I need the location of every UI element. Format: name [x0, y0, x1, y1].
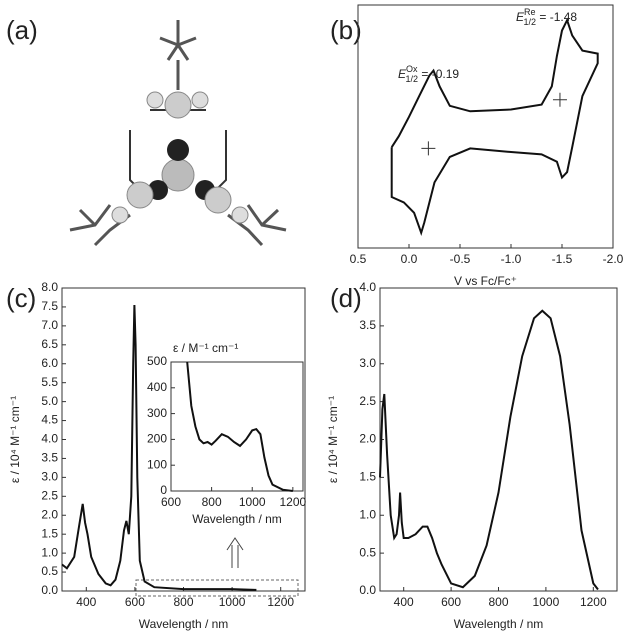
x-axis-label: Wavelength / nm: [454, 617, 544, 631]
x-tick-label: 1200: [279, 495, 306, 509]
y-tick-label: 7.0: [41, 318, 58, 332]
plot-frame: [170, 361, 304, 492]
x-axis-label: Wavelength / nm: [192, 512, 282, 526]
annotation-value: = -0.19: [418, 67, 459, 81]
half-wave-marker: [552, 92, 567, 107]
y-tick-label: 8.0: [41, 280, 58, 294]
y-tick-label: 300: [147, 406, 167, 420]
y-axis-label: ε / M⁻¹ cm⁻¹: [173, 341, 238, 355]
y-tick-label: 100: [147, 457, 167, 471]
data-line: [379, 309, 599, 591]
x-tick-label: 0.5: [350, 252, 367, 266]
x-tick-label: -2.0: [603, 252, 623, 266]
y-tick-label: 0.0: [359, 583, 376, 597]
plot-frame: [357, 4, 614, 249]
y-tick-label: 4.5: [41, 413, 58, 427]
x-tick-label: 1000: [533, 595, 560, 609]
y-tick-label: 6.0: [41, 356, 58, 370]
y-tick-label: 1.5: [359, 470, 376, 484]
half-wave-marker: [421, 141, 436, 156]
x-tick-label: 600: [161, 495, 181, 509]
y-tick-label: 0.5: [359, 545, 376, 559]
data-line: [186, 361, 293, 492]
x-tick-label: 1200: [267, 595, 294, 609]
y-tick-label: 3.0: [359, 356, 376, 370]
y-tick-label: 2.5: [41, 488, 58, 502]
y-tick-label: 5.5: [41, 375, 58, 389]
y-tick-label: 1.5: [41, 526, 58, 540]
panel-label: (c): [6, 283, 36, 313]
y-tick-label: 200: [147, 432, 167, 446]
plot-frame: [379, 287, 618, 592]
y-tick-label: 500: [147, 354, 167, 368]
annotation-superscript: Re: [524, 7, 536, 17]
x-tick-label: 400: [394, 595, 414, 609]
y-tick-label: 4.0: [41, 432, 58, 446]
zoom-region: [135, 579, 299, 597]
data-line: [61, 304, 257, 591]
y-tick-label: 0: [160, 483, 167, 497]
x-tick-label: 1000: [239, 495, 266, 509]
panel-label: (d): [330, 283, 362, 313]
annotation-subscript: 1/2: [406, 74, 419, 84]
y-tick-label: 2.5: [359, 394, 376, 408]
x-tick-label: 1200: [580, 595, 607, 609]
y-tick-label: 3.0: [41, 470, 58, 484]
x-tick-label: -1.5: [552, 252, 573, 266]
annotation-symbol: E: [398, 67, 407, 81]
y-tick-label: 6.5: [41, 337, 58, 351]
y-axis-label: ε / 10⁴ M⁻¹ cm⁻¹: [8, 396, 22, 483]
molecule: [69, 20, 287, 247]
x-tick-label: -0.5: [450, 252, 471, 266]
y-tick-label: 400: [147, 380, 167, 394]
annotation: ERe 1/2 = -1.48: [516, 7, 577, 27]
y-tick-label: 4.0: [359, 280, 376, 294]
y-tick-label: 5.0: [41, 394, 58, 408]
x-tick-label: 800: [173, 595, 193, 609]
annotation: EOx 1/2 = -0.19: [398, 64, 459, 84]
x-tick-label: 0.0: [401, 252, 418, 266]
y-tick-label: 3.5: [41, 451, 58, 465]
y-tick-label: 2.0: [359, 432, 376, 446]
annotation-symbol: E: [516, 10, 525, 24]
y-tick-label: 0.5: [41, 564, 58, 578]
x-tick-label: 1000: [219, 595, 246, 609]
y-tick-label: 0.0: [41, 583, 58, 597]
x-tick-label: 400: [76, 595, 96, 609]
y-axis-label: ε / 10⁴ M⁻¹ cm⁻¹: [326, 396, 340, 483]
panel-label: (a): [6, 15, 38, 45]
x-axis-label: Wavelength / nm: [139, 617, 229, 631]
annotation-superscript: Ox: [406, 64, 418, 74]
inset-background: [171, 362, 303, 491]
y-tick-label: 3.5: [359, 318, 376, 332]
x-tick-label: 800: [202, 495, 222, 509]
annotation-value: = -1.48: [536, 10, 577, 24]
x-tick-label: 600: [441, 595, 461, 609]
x-tick-label: 800: [488, 595, 508, 609]
zoom-arrow: [226, 537, 244, 568]
x-tick-label: 600: [125, 595, 145, 609]
annotation-subscript: 1/2: [524, 17, 537, 27]
y-tick-label: 1.0: [41, 545, 58, 559]
y-tick-label: 7.5: [41, 299, 58, 313]
y-tick-label: 1.0: [359, 507, 376, 521]
y-tick-label: 2.0: [41, 507, 58, 521]
x-tick-label: -1.0: [501, 252, 522, 266]
panel-label: (b): [330, 15, 362, 45]
x-axis-label: V vs Fc/Fc⁺: [454, 274, 517, 288]
data-line: [390, 17, 599, 237]
